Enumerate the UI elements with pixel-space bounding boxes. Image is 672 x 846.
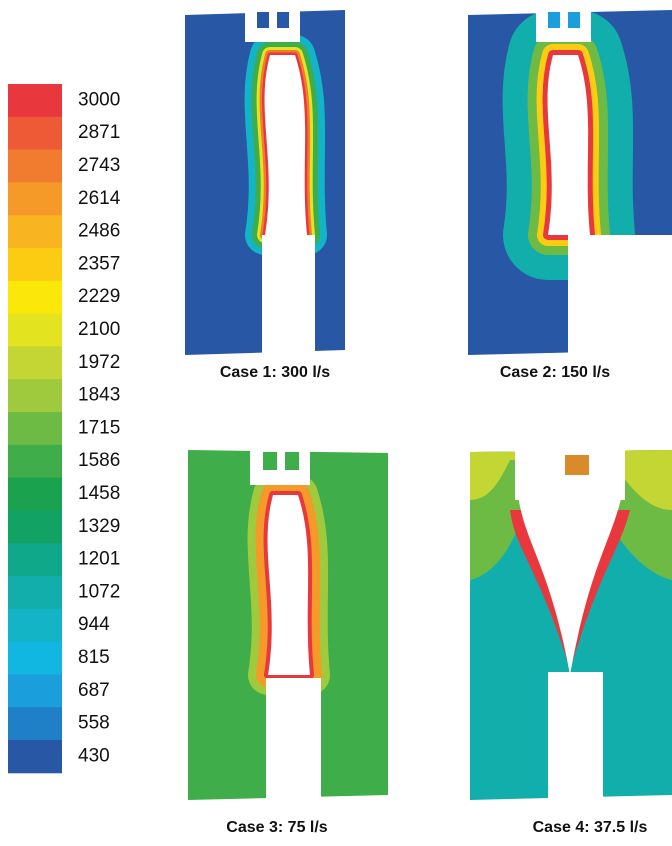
colorbar-band (8, 116, 62, 151)
colorbar-band (8, 248, 62, 282)
caption: Case 4: 37.5 l/s (533, 819, 648, 836)
colorbar-label: 2486 (78, 221, 120, 242)
colorbar-label: 687 (78, 680, 110, 701)
colorbar-label: 1715 (78, 417, 120, 438)
colorbar-label: 2229 (78, 286, 120, 307)
colorbar-band (8, 641, 62, 675)
colorbar-label: 1586 (78, 450, 120, 471)
colorbar-band (8, 674, 62, 708)
caption: Case 3: 75 l/s (226, 819, 328, 836)
colorbar-band (8, 510, 62, 544)
colorbar-label: 1201 (78, 549, 120, 570)
panel-4 (470, 450, 672, 800)
colorbar-label: 2357 (78, 253, 120, 274)
caption: Case 1: 300 l/s (220, 364, 330, 381)
colorbar-label: 944 (78, 614, 110, 635)
colorbar-band (8, 280, 62, 315)
colorbar-label: 2871 (78, 122, 120, 143)
colorbar-label: 1329 (78, 516, 120, 537)
colorbar-band (8, 346, 62, 380)
colorbar-band (8, 444, 62, 479)
colorbar-label: 815 (78, 647, 110, 668)
caption: Case 2: 150 l/s (500, 364, 610, 381)
colorbar-band (8, 477, 62, 511)
colorbar-band (8, 215, 62, 249)
colorbar-label: 2100 (78, 319, 120, 340)
panel-1 (185, 10, 345, 360)
colorbar-band (8, 379, 62, 413)
colorbar-label: 1972 (78, 352, 120, 373)
colorbar-band (8, 740, 62, 774)
colorbar-band (8, 608, 62, 643)
colorbar-label: 558 (78, 713, 110, 734)
colorbar: 3000 2871 2743 2614 2486 2357 2229 2100 1972 1843… (8, 84, 121, 774)
colorbar-band (8, 412, 62, 446)
panel-2 (468, 10, 672, 360)
colorbar-band (8, 149, 62, 183)
colorbar-label: 1072 (78, 581, 120, 602)
colorbar-label: 430 (78, 745, 110, 766)
colorbar-band (8, 84, 62, 118)
colorbar-label: 2743 (78, 155, 120, 176)
panel-3 (188, 450, 388, 800)
colorbar-label: 1458 (78, 483, 120, 504)
colorbar-label: 1843 (78, 385, 120, 406)
colorbar-band (8, 313, 62, 347)
colorbar-band (8, 707, 62, 741)
colorbar-band (8, 543, 62, 577)
colorbar-band (8, 576, 62, 610)
colorbar-label: 2614 (78, 188, 121, 209)
colorbar-label: 3000 (78, 89, 120, 110)
colorbar-band (8, 182, 62, 216)
